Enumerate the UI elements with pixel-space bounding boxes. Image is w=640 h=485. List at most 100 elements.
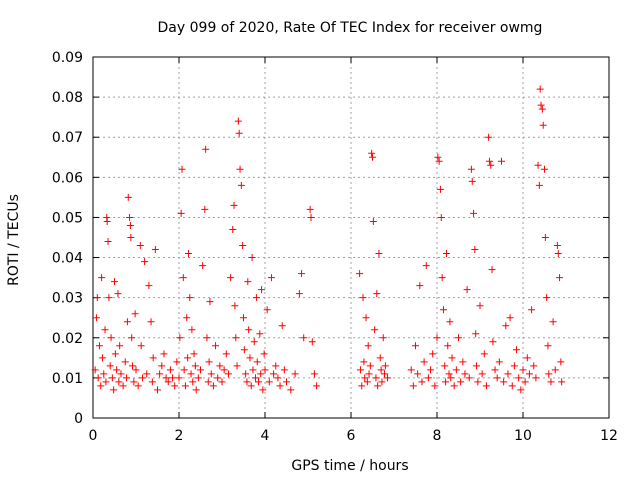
data-point	[375, 250, 383, 258]
data-point	[495, 358, 503, 366]
grid-lines	[93, 57, 609, 418]
data-point	[448, 354, 456, 362]
data-point	[513, 346, 521, 354]
data-point	[129, 362, 137, 370]
data-point	[361, 374, 369, 382]
data-point	[255, 378, 263, 386]
data-point	[528, 306, 536, 314]
data-point	[298, 270, 306, 278]
data-point	[124, 193, 132, 201]
data-point	[149, 354, 157, 362]
data-points	[91, 85, 566, 394]
data-point	[307, 213, 315, 221]
data-point	[108, 374, 116, 382]
x-tick-label: 4	[261, 428, 270, 444]
data-point	[502, 322, 510, 330]
x-tick-label: 6	[347, 428, 356, 444]
data-point	[306, 205, 314, 213]
data-point	[471, 246, 479, 254]
data-point	[441, 362, 449, 370]
data-point	[103, 217, 111, 225]
data-point	[534, 161, 542, 169]
data-point	[291, 370, 299, 378]
data-point	[134, 382, 142, 390]
data-point	[145, 282, 153, 290]
data-point	[220, 366, 228, 374]
data-point	[360, 358, 368, 366]
y-axis-title: ROTI / TECUs	[6, 194, 22, 286]
x-tick-label: 12	[600, 428, 618, 444]
data-point	[452, 366, 460, 374]
data-point	[189, 378, 197, 386]
data-point	[105, 294, 113, 302]
data-point	[368, 149, 376, 157]
data-point	[94, 374, 102, 382]
x-tick-label: 2	[175, 428, 184, 444]
data-point	[175, 374, 183, 382]
data-point	[216, 362, 224, 370]
data-point	[231, 302, 239, 310]
data-point	[102, 378, 110, 386]
data-point	[261, 366, 269, 374]
y-tick-label: 0	[74, 411, 83, 427]
data-point	[267, 274, 275, 282]
data-point	[429, 350, 437, 358]
data-point	[98, 274, 106, 282]
data-point	[381, 362, 389, 370]
data-point	[465, 374, 473, 382]
data-point	[541, 165, 548, 173]
data-point	[372, 374, 380, 382]
data-point	[373, 290, 381, 298]
data-point	[247, 382, 255, 390]
data-point	[461, 370, 469, 378]
data-point	[260, 350, 268, 358]
data-point	[276, 382, 284, 390]
data-point	[130, 378, 138, 386]
data-point	[489, 338, 497, 346]
data-point	[98, 354, 106, 362]
data-point	[549, 318, 557, 326]
data-point	[362, 314, 370, 322]
data-point	[104, 238, 112, 246]
data-point	[478, 370, 486, 378]
data-point	[202, 145, 210, 153]
data-point	[233, 362, 241, 370]
data-point	[248, 254, 256, 262]
data-point	[543, 294, 551, 302]
data-point	[95, 342, 103, 350]
tick-labels: 0 2 4 6 8 10 12 0 0.01 0.02 0.03 0.04 0.05 0.06 0.07 0.…	[52, 50, 618, 444]
data-point	[123, 318, 131, 326]
data-point	[137, 342, 145, 350]
data-point	[207, 370, 215, 378]
data-point	[418, 378, 426, 386]
data-point	[171, 382, 179, 390]
data-point	[100, 370, 108, 378]
data-point	[263, 306, 271, 314]
data-point	[127, 234, 135, 241]
data-point	[369, 153, 376, 161]
data-point	[192, 386, 200, 394]
y-tick-label: 0.01	[52, 371, 83, 387]
x-tick-label: 8	[433, 428, 442, 444]
data-point	[491, 366, 499, 374]
data-point	[554, 250, 562, 258]
data-point	[437, 213, 445, 221]
data-point	[517, 386, 525, 394]
data-point	[116, 342, 124, 350]
data-point	[519, 366, 527, 374]
data-point	[521, 378, 529, 386]
data-point	[374, 382, 382, 390]
data-point	[476, 302, 484, 310]
data-point	[515, 374, 523, 382]
data-point	[181, 382, 189, 390]
data-point	[359, 294, 367, 302]
y-tick-label: 0.03	[52, 291, 83, 307]
data-point	[201, 205, 209, 213]
data-point	[300, 334, 308, 342]
data-point	[463, 286, 471, 294]
data-point	[164, 378, 172, 386]
data-point	[358, 382, 366, 390]
data-point	[265, 378, 273, 386]
data-point	[232, 334, 240, 342]
data-point	[93, 294, 101, 302]
